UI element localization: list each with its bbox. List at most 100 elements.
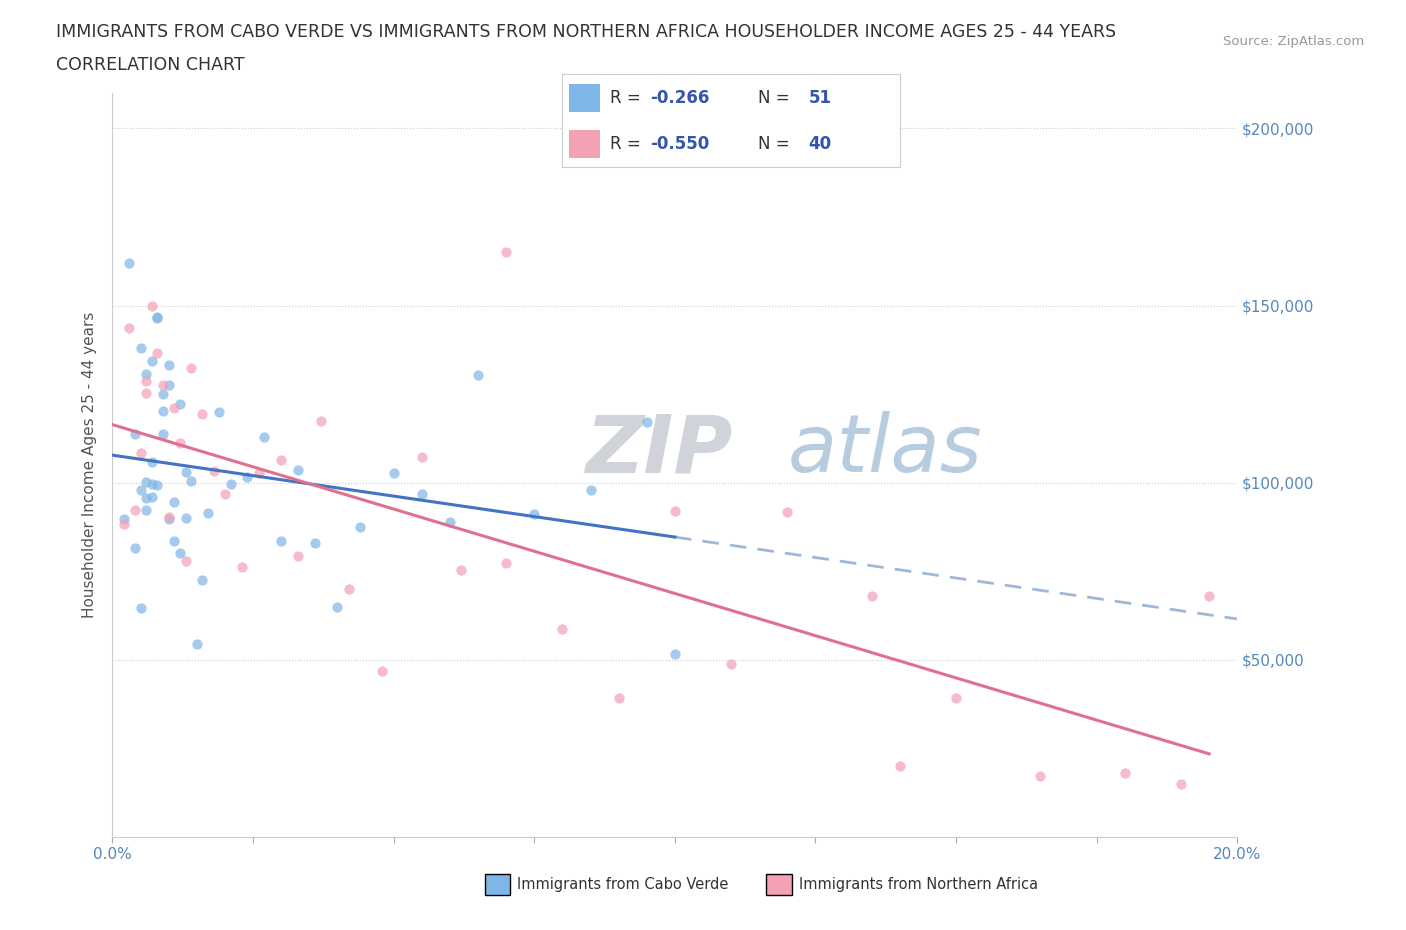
Point — [186, 637, 208, 652]
Point — [141, 489, 163, 504]
Point — [439, 515, 461, 530]
Point — [270, 533, 292, 548]
Point — [551, 621, 574, 636]
Point — [208, 405, 231, 419]
Point — [371, 663, 394, 678]
Point — [141, 455, 163, 470]
Point — [141, 353, 163, 368]
Bar — [569, 84, 599, 112]
Point — [174, 465, 197, 480]
Text: CORRELATION CHART: CORRELATION CHART — [56, 56, 245, 73]
Point — [664, 503, 686, 518]
Point — [180, 361, 202, 376]
Point — [860, 589, 883, 604]
Point — [309, 414, 332, 429]
Point — [450, 563, 472, 578]
Point — [579, 483, 602, 498]
Point — [118, 256, 141, 271]
Point — [411, 450, 433, 465]
Text: N =: N = — [758, 135, 794, 153]
Point — [326, 600, 349, 615]
Point — [146, 309, 169, 324]
Point — [124, 541, 146, 556]
Point — [169, 436, 191, 451]
Text: Immigrants from Cabo Verde: Immigrants from Cabo Verde — [517, 877, 728, 892]
Text: -0.266: -0.266 — [650, 88, 710, 107]
Point — [495, 245, 517, 259]
Bar — [569, 130, 599, 158]
Point — [124, 427, 146, 442]
Point — [231, 560, 253, 575]
Point — [1029, 768, 1052, 783]
Point — [112, 516, 135, 531]
Point — [636, 415, 658, 430]
Point — [236, 470, 259, 485]
Point — [607, 691, 630, 706]
Point — [152, 387, 174, 402]
Point — [135, 474, 157, 489]
Point — [523, 507, 546, 522]
Point — [169, 397, 191, 412]
Point — [129, 445, 152, 460]
Point — [129, 601, 152, 616]
Point — [152, 426, 174, 441]
Point — [163, 534, 186, 549]
Text: ZIP: ZIP — [585, 411, 733, 489]
Point — [135, 366, 157, 381]
Point — [214, 486, 236, 501]
Point — [337, 581, 360, 596]
Point — [197, 506, 219, 521]
Point — [157, 378, 180, 392]
Point — [141, 299, 163, 313]
Point — [146, 311, 169, 325]
Point — [247, 465, 270, 480]
Point — [253, 430, 276, 445]
Point — [169, 546, 191, 561]
Point — [135, 373, 157, 388]
Point — [664, 646, 686, 661]
Point — [1114, 766, 1136, 781]
Point — [191, 407, 214, 422]
Point — [157, 510, 180, 525]
Point — [135, 502, 157, 517]
Point — [382, 465, 405, 480]
Text: 51: 51 — [808, 88, 832, 107]
Y-axis label: Householder Income Ages 25 - 44 years: Householder Income Ages 25 - 44 years — [82, 312, 97, 618]
Point — [287, 549, 309, 564]
Point — [1198, 589, 1220, 604]
Text: N =: N = — [758, 88, 794, 107]
Point — [287, 463, 309, 478]
Point — [776, 505, 799, 520]
Point — [157, 512, 180, 526]
Text: R =: R = — [610, 88, 645, 107]
Point — [191, 573, 214, 588]
Point — [349, 519, 371, 534]
Point — [141, 477, 163, 492]
Point — [146, 477, 169, 492]
Point — [411, 486, 433, 501]
Point — [135, 491, 157, 506]
Point — [157, 357, 180, 372]
Point — [124, 502, 146, 517]
Point — [270, 452, 292, 467]
Point — [202, 464, 225, 479]
Point — [467, 368, 489, 383]
Point — [152, 404, 174, 418]
Point — [1170, 777, 1192, 791]
Point — [180, 473, 202, 488]
Text: Immigrants from Northern Africa: Immigrants from Northern Africa — [799, 877, 1038, 892]
Text: Source: ZipAtlas.com: Source: ZipAtlas.com — [1223, 35, 1364, 48]
Point — [174, 553, 197, 568]
Point — [118, 321, 141, 336]
Point — [304, 536, 326, 551]
Point — [112, 512, 135, 526]
Point — [129, 340, 152, 355]
Point — [174, 511, 197, 525]
Point — [146, 346, 169, 361]
Text: R =: R = — [610, 135, 645, 153]
Text: IMMIGRANTS FROM CABO VERDE VS IMMIGRANTS FROM NORTHERN AFRICA HOUSEHOLDER INCOME: IMMIGRANTS FROM CABO VERDE VS IMMIGRANTS… — [56, 23, 1116, 41]
Point — [720, 657, 742, 671]
Point — [219, 477, 242, 492]
Text: 40: 40 — [808, 135, 832, 153]
Point — [945, 691, 967, 706]
